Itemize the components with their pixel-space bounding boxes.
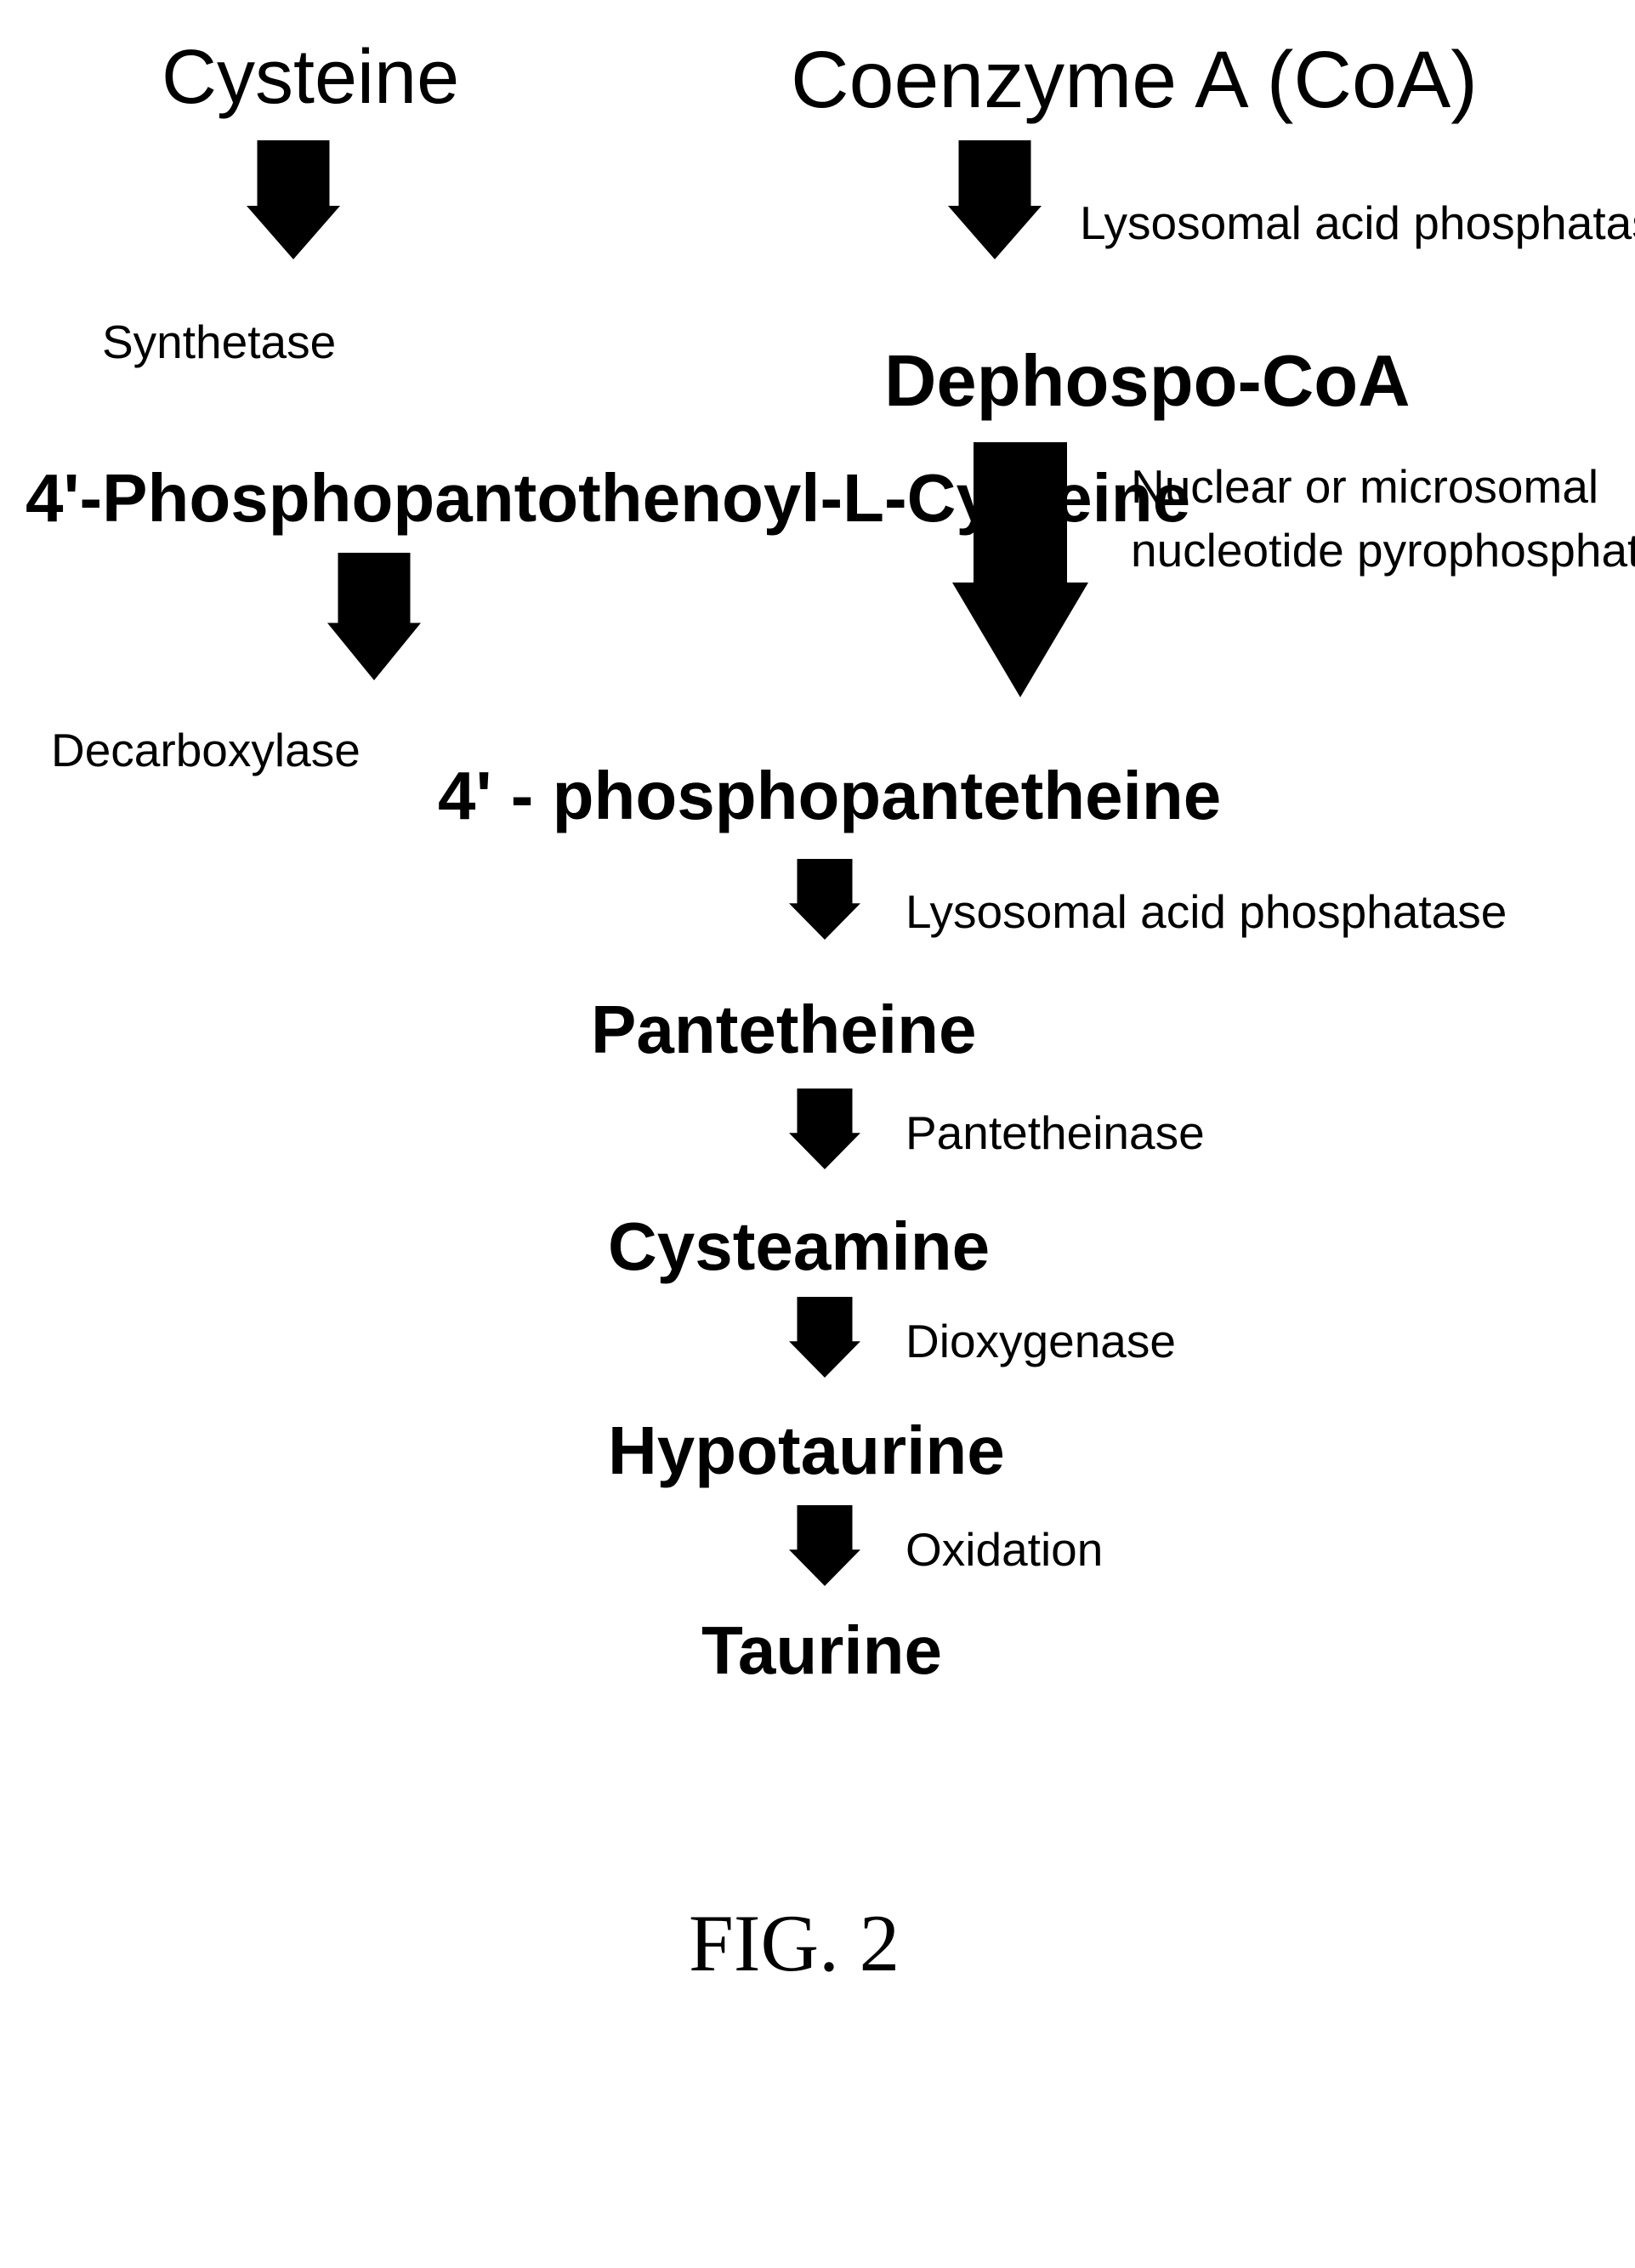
enzyme-lap1: Lysosomal acid phosphatase <box>1080 196 1635 250</box>
arrow-a-cyst-hypo <box>789 1297 860 1378</box>
node-dephospo: Dephospo-CoA <box>884 340 1411 423</box>
enzyme-dioxygenase: Dioxygenase <box>905 1314 1176 1368</box>
node-taurine: Taurine <box>701 1611 942 1690</box>
node-phosphopant: 4' - phosphopantetheine <box>438 757 1221 835</box>
figure-caption: FIG. 2 <box>689 1896 900 1990</box>
enzyme-lap2: Lysosomal acid phosphatase <box>905 884 1507 939</box>
enzyme-nm2: nucleotide pyrophosphatases <box>1131 523 1635 577</box>
arrow-a-coa-dephospo <box>948 140 1042 259</box>
arrow-a-phospho-pant <box>789 859 860 940</box>
enzyme-synthetase: Synthetase <box>102 315 336 369</box>
arrow-a-pant-cyst <box>789 1089 860 1169</box>
arrow-a-hypo-taurine <box>789 1505 860 1586</box>
enzyme-pantetheinase: Pantetheinase <box>905 1106 1205 1160</box>
enzyme-oxidation: Oxidation <box>905 1522 1103 1577</box>
arrow-a-ppc-phospho <box>327 553 421 680</box>
node-cysteamine: Cysteamine <box>608 1208 990 1286</box>
arrow-a-dephospo-phospho <box>952 442 1088 697</box>
node-hypotaurine: Hypotaurine <box>608 1412 1005 1490</box>
enzyme-decarb: Decarboxylase <box>51 723 360 777</box>
node-cysteine: Cysteine <box>162 34 459 122</box>
arrow-a-cys-ppc <box>247 140 340 259</box>
enzyme-nm1: Nuclear or microsomal <box>1131 459 1598 514</box>
node-coa: Coenzyme A (CoA) <box>791 34 1478 127</box>
node-pantetheine: Pantetheine <box>591 991 976 1069</box>
